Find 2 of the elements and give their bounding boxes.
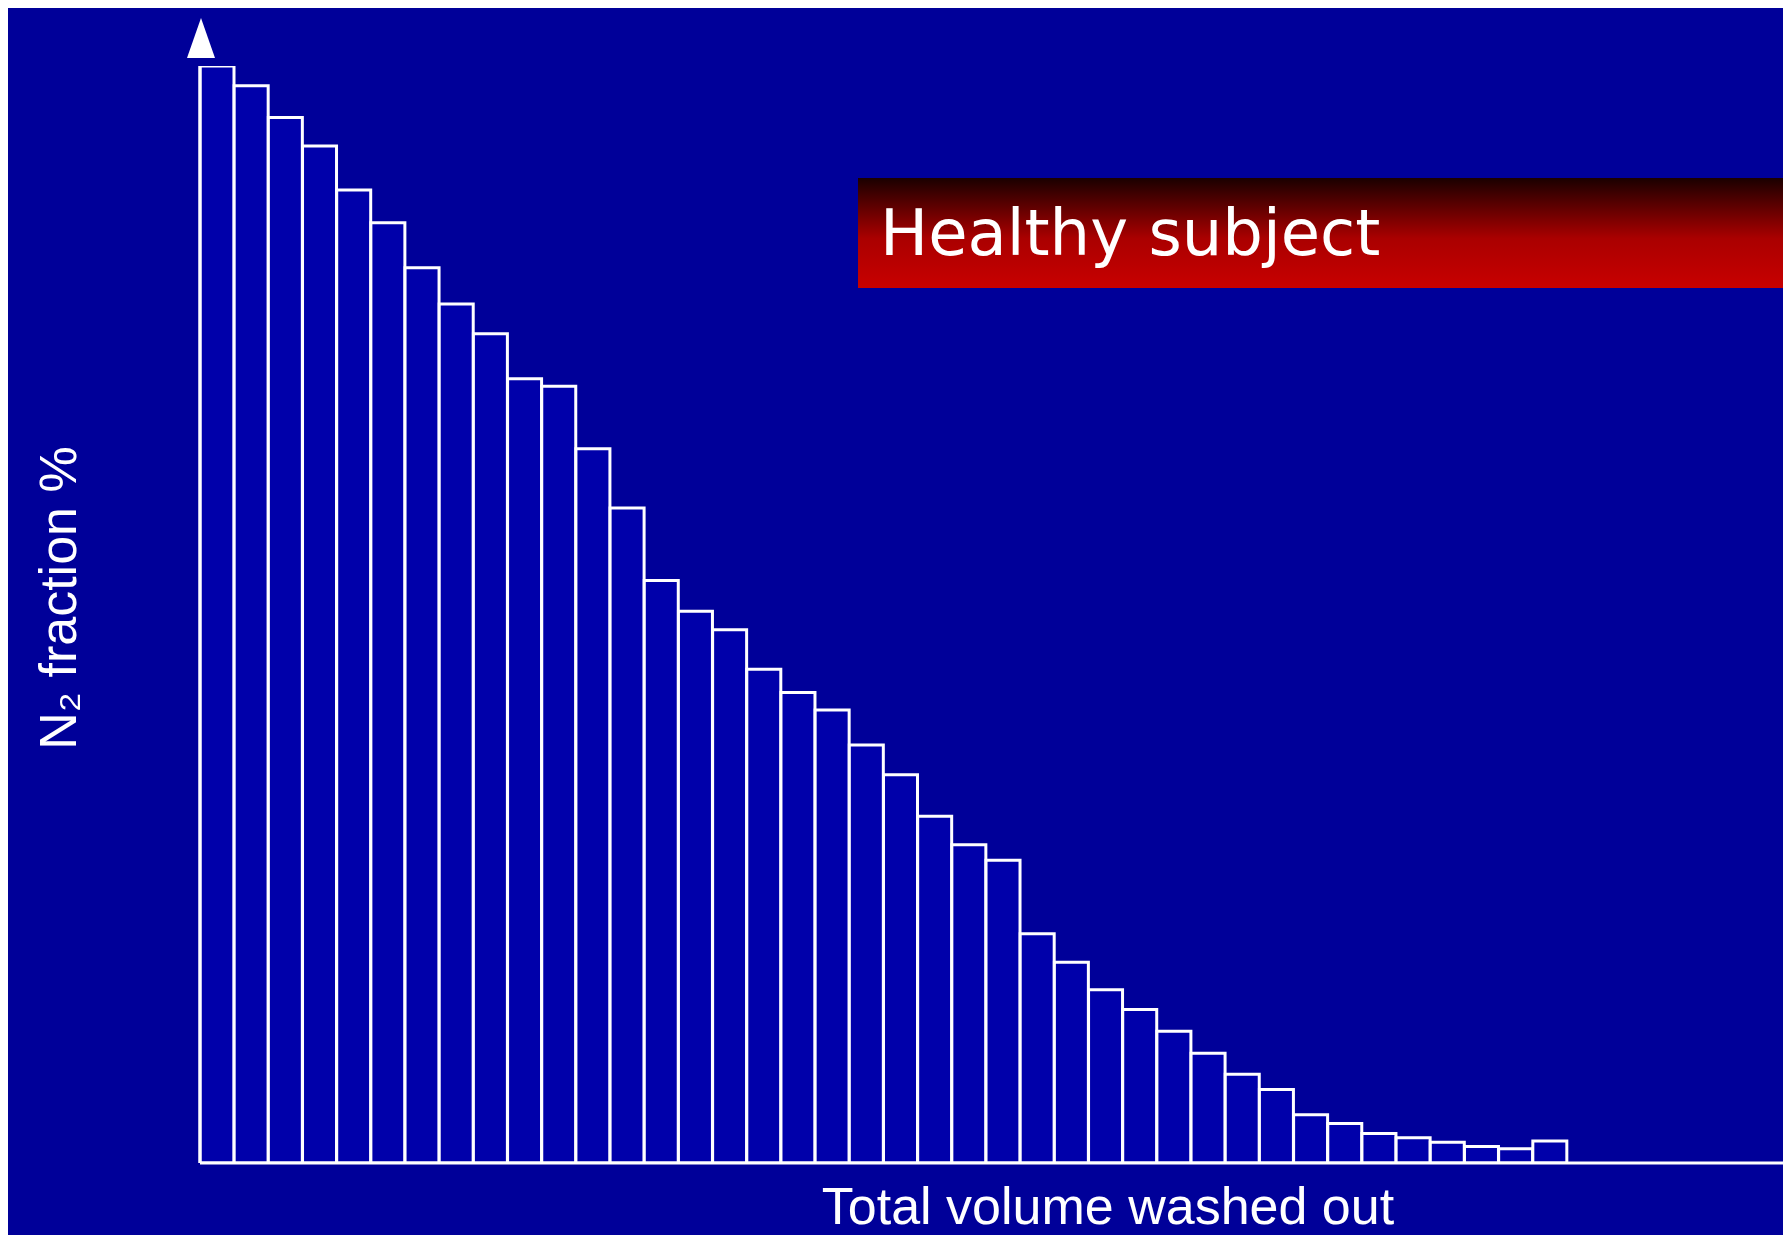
y-axis-title: N₂ fraction % xyxy=(29,445,87,752)
x-axis-title: Total volume washed out xyxy=(820,1177,1396,1235)
